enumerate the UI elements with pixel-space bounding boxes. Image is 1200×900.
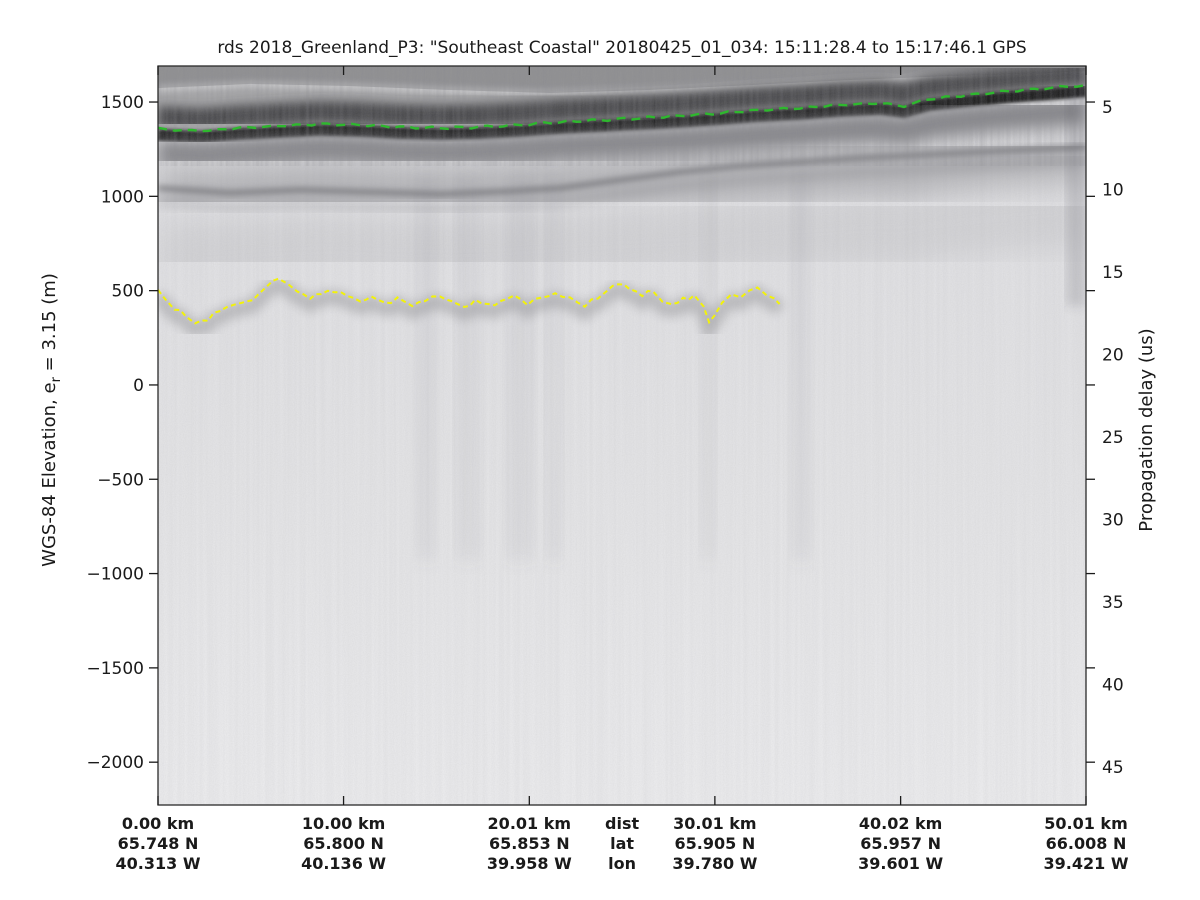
echogram-image bbox=[158, 66, 1086, 805]
plot-border bbox=[157, 65, 1087, 806]
elevation-axis-label: WGS-84 Elevation, er = 3.15 (m) bbox=[39, 273, 64, 567]
longitude-label: 40.136 W bbox=[301, 854, 386, 873]
delay-tick-label: 30 bbox=[1102, 511, 1124, 531]
axis-header-lat: lat bbox=[610, 834, 634, 853]
elevation-tick-label: −1500 bbox=[86, 659, 144, 679]
bed-pick-line bbox=[158, 277, 781, 325]
axes: 1500 1000 500 0 −500 −1000 −1500 −2000 5 10 15 20 25… bbox=[86, 65, 1129, 873]
delay-tick-label: 45 bbox=[1102, 758, 1124, 778]
elevation-tick-label: 500 bbox=[112, 282, 144, 302]
longitude-label: 40.313 W bbox=[116, 854, 201, 873]
delay-tick-label: 10 bbox=[1102, 181, 1124, 201]
distance-label: 10.00 km bbox=[302, 814, 386, 833]
distance-label: 30.01 km bbox=[673, 814, 757, 833]
distance-label: 40.02 km bbox=[859, 814, 943, 833]
distance-label: 20.01 km bbox=[488, 814, 572, 833]
propagation-delay-axis-label: Propagation delay (us) bbox=[1136, 328, 1157, 531]
latitude-label: 65.800 N bbox=[303, 834, 384, 853]
delay-tick-label: 35 bbox=[1102, 593, 1124, 613]
distance-label: 50.01 km bbox=[1044, 814, 1128, 833]
latitude-label: 66.008 N bbox=[1046, 834, 1127, 853]
delay-tick-label: 25 bbox=[1102, 428, 1124, 448]
delay-tick-label: 40 bbox=[1102, 676, 1124, 696]
delay-tick-label: 20 bbox=[1102, 346, 1124, 366]
grain-noise bbox=[158, 66, 1086, 805]
elevation-tick-label: −2000 bbox=[86, 753, 144, 773]
latitude-label: 65.748 N bbox=[118, 834, 199, 853]
elevation-tick-label: 1000 bbox=[101, 187, 144, 207]
longitude-label: 39.958 W bbox=[487, 854, 572, 873]
longitude-label: 39.601 W bbox=[858, 854, 943, 873]
delay-tick-label: 15 bbox=[1102, 263, 1124, 283]
latitude-label: 65.853 N bbox=[489, 834, 570, 853]
elevation-tick-label: 0 bbox=[133, 376, 144, 396]
latitude-label: 65.905 N bbox=[675, 834, 756, 853]
axis-header-dist: dist bbox=[605, 814, 639, 833]
distance-label: 0.00 km bbox=[122, 814, 194, 833]
elevation-tick-label: −1000 bbox=[86, 565, 144, 585]
axis-header-lon: lon bbox=[608, 854, 636, 873]
latitude-label: 65.957 N bbox=[860, 834, 941, 853]
elevation-tick-label: 1500 bbox=[101, 93, 144, 113]
longitude-label: 39.780 W bbox=[672, 854, 757, 873]
elevation-tick-label: −500 bbox=[97, 470, 144, 490]
surface-pick-line bbox=[158, 83, 1086, 133]
figure-title: rds 2018_Greenland_P3: "Southeast Coasta… bbox=[217, 38, 1026, 58]
longitude-label: 39.421 W bbox=[1044, 854, 1129, 873]
delay-tick-label: 5 bbox=[1102, 98, 1113, 118]
